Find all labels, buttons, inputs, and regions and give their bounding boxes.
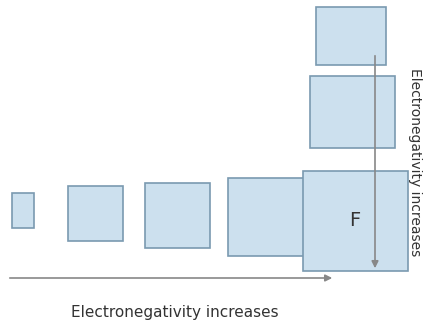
Bar bbox=[145, 183, 210, 248]
Bar bbox=[68, 186, 123, 241]
Bar bbox=[310, 76, 395, 148]
Bar bbox=[303, 171, 408, 271]
Bar bbox=[12, 193, 34, 228]
Text: Electronegativity increases: Electronegativity increases bbox=[408, 68, 422, 256]
Text: Electronegativity increases: Electronegativity increases bbox=[71, 305, 279, 320]
Bar bbox=[228, 178, 306, 256]
Text: F: F bbox=[349, 212, 360, 231]
Bar bbox=[316, 7, 386, 65]
